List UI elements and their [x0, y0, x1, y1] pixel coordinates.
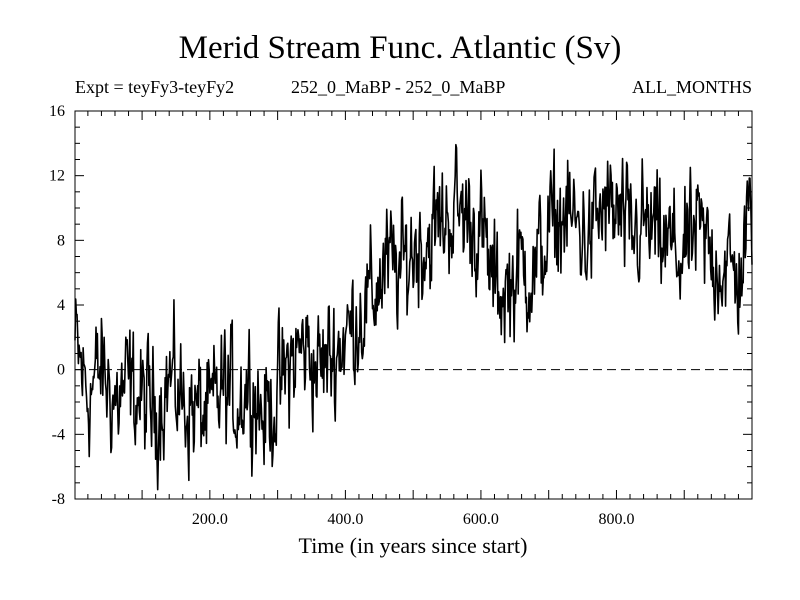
x-tick-label: 200.0	[192, 511, 228, 528]
series-line	[74, 143, 753, 491]
months-label: ALL_MONTHS	[632, 77, 752, 97]
chart-title: Merid Stream Func. Atlantic (Sv)	[178, 30, 622, 66]
x-tick-label: 800.0	[598, 511, 634, 528]
x-tick-label: 600.0	[463, 511, 499, 528]
plot-frame	[74, 110, 753, 500]
y-tick-label: 0	[57, 362, 65, 379]
y-tick-label: -4	[52, 426, 65, 443]
x-axis-label: Time (in years since start)	[298, 533, 528, 558]
y-tick-label: -8	[52, 491, 65, 508]
y-tick-label: 12	[49, 168, 65, 185]
y-tick-label: 16	[49, 103, 65, 120]
y-tick-label: 8	[57, 232, 65, 249]
x-tick-label: 400.0	[327, 511, 363, 528]
experiment-label: Expt = teyFy3-teyFy2	[75, 77, 235, 97]
y-tick-label: 4	[57, 297, 65, 314]
period-label: 252_0_MaBP - 252_0_MaBP	[291, 77, 506, 97]
